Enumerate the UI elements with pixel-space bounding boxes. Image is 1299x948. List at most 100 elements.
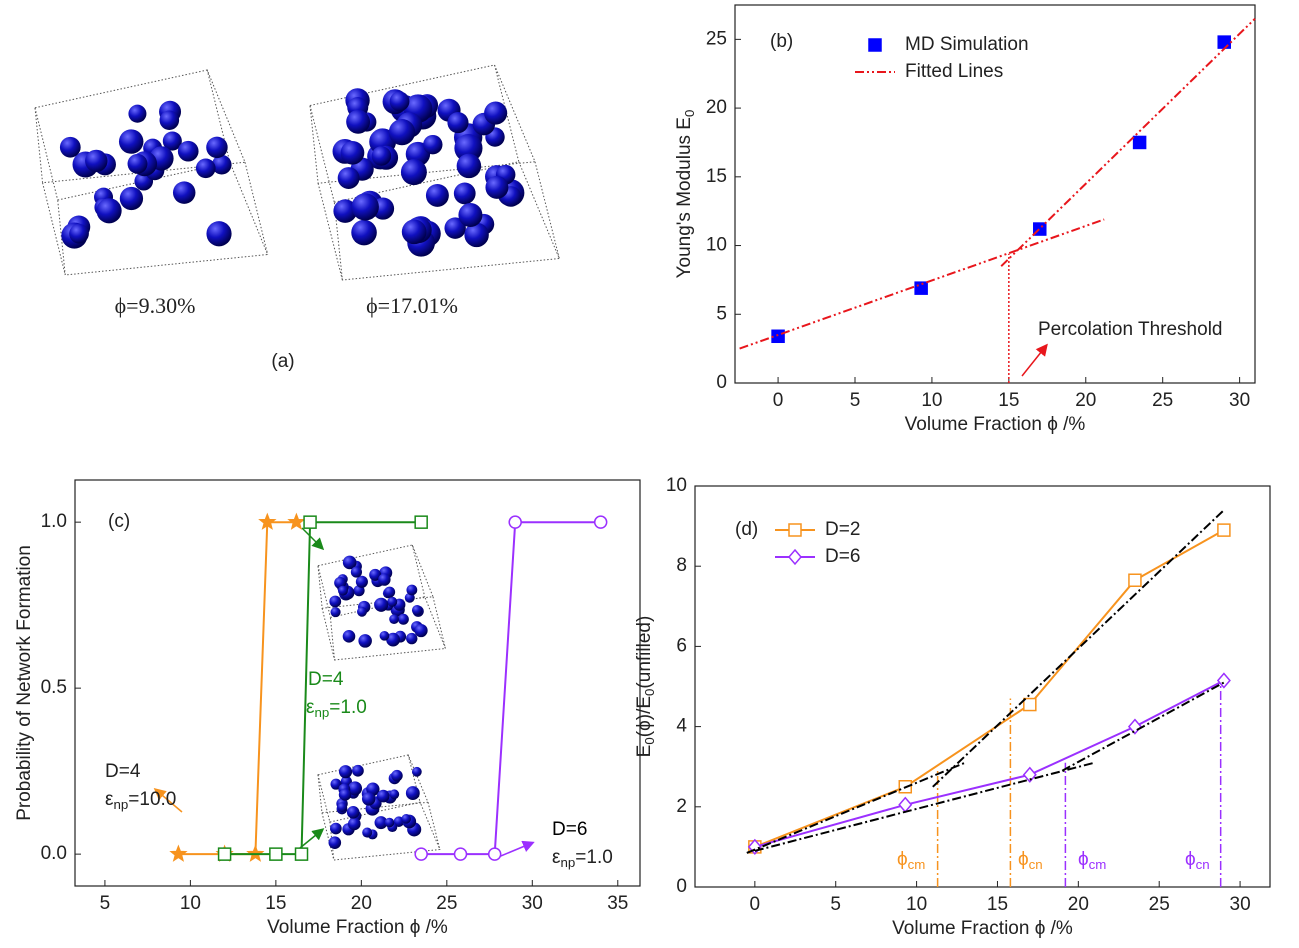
x-tick-label: 35 [607,893,628,914]
sphere [211,154,232,175]
sphere [85,149,108,173]
marker [898,796,913,813]
y-tick-label: 15 [706,166,727,187]
box-edge [34,69,246,184]
x-tick-label: 20 [1075,390,1096,411]
sphere [342,555,357,570]
sphere [330,822,342,835]
y-tick-label: 10 [706,235,727,256]
marker [1023,697,1037,712]
legend-label: MD Simulation [905,34,1029,55]
sphere [339,788,352,801]
series-line [746,509,1225,854]
annotation: D=4 [308,669,344,690]
sphere [333,199,357,223]
plot-frame [734,4,1256,384]
sphere [456,153,482,179]
x-tick-label: 25 [1152,390,1173,411]
sphere [118,129,144,154]
sphere [346,109,371,134]
y-tick-label: 0.5 [41,677,67,698]
sphere [384,817,395,828]
box-edge [321,812,335,861]
x-tick-label: 0 [750,894,761,915]
subscript: np [560,855,575,870]
sphere [406,584,418,596]
subscript: 0 [682,110,697,117]
annotation: (b) [770,31,793,52]
sphere [400,159,427,186]
y-tick-label: 25 [706,28,727,49]
subscript: cm [1089,857,1107,872]
subscript: np [113,797,128,812]
y-tick-label: 6 [676,635,687,656]
sphere [453,182,476,205]
text-part: =1.0 [575,847,613,868]
sphere [206,221,232,247]
sphere [405,786,420,800]
annotation: εnp=10.0 [105,789,176,812]
sphere [330,607,341,618]
marker [1216,672,1231,689]
text-part: ϕ [897,849,908,870]
chart: 0 5 10 15 20 25 30 0 2 4 6 8 10 Volume Fraction ϕ /% E… [634,475,1271,939]
sphere [484,101,508,125]
annotation: (c) [108,511,130,532]
sphere [447,112,469,134]
box-edge [42,182,66,276]
annotation: (d) [735,519,758,540]
box-edge [317,565,331,618]
marker [414,847,428,861]
annotation: ϕcm [897,849,925,872]
text-part: =1.0 [329,697,367,718]
x-tick-label: 10 [921,390,942,411]
marker [303,515,317,529]
arrow [1021,343,1048,377]
y-tick-label: 2 [676,796,687,817]
chart: 0 5 10 15 20 25 30 0 5 10 15 20 25 Volume Fraction ϕ … [674,4,1256,435]
sphere [172,181,196,204]
sphere [389,789,400,800]
sphere [412,766,422,777]
marker [453,847,468,861]
y-tick-label: 10 [666,475,687,496]
x-tick-label: 15 [987,894,1008,915]
sphere [69,223,89,244]
sphere [389,91,410,112]
text-part: ε [552,847,561,868]
marker [487,847,502,861]
sphere [351,219,377,246]
sphere [388,119,416,146]
text-part: ε [105,789,114,810]
sphere [389,614,399,625]
arrows [153,343,1048,859]
sphere [355,575,368,588]
subscript: cn [1029,857,1043,872]
annotation: D=4 [105,761,141,782]
x-tick-label: 10 [906,894,927,915]
series-line [421,521,601,856]
annotation: ϕcn [1018,849,1043,872]
sphere [397,613,409,625]
marker [169,844,188,862]
marker [258,512,277,530]
sphere [425,183,449,207]
sphere [119,186,144,211]
panel-caption: (a) [271,351,294,372]
phi-label: ϕ=17.01% [366,293,458,318]
sphere-box [317,544,447,661]
x-tick-label: 30 [1230,894,1251,915]
x-tick-label: 20 [1068,894,1089,915]
series-line [178,521,297,856]
marker [414,515,428,529]
marker [1127,718,1142,735]
sphere [337,802,348,812]
marker [217,847,232,861]
subscript: 0 [642,737,657,744]
sphere [337,585,348,596]
annotation: D=6 [552,819,587,840]
subscript: cn [1196,857,1210,872]
x-tick-label: 20 [351,893,372,914]
x-tick-label: 25 [436,893,457,914]
